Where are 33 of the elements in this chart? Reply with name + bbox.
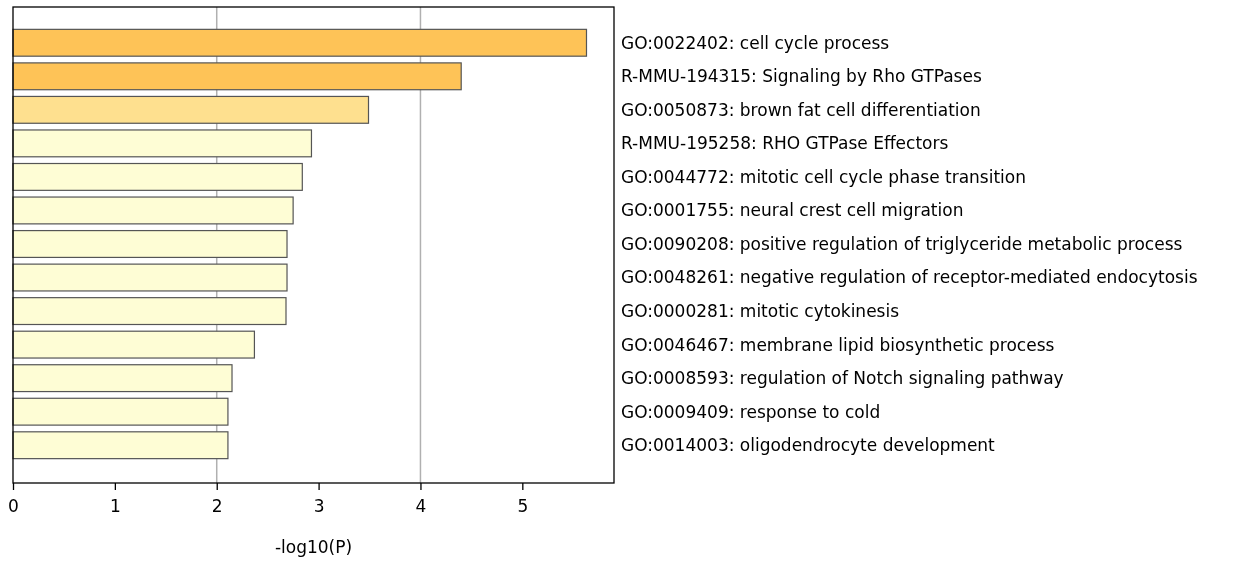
bar <box>12 196 294 225</box>
y-tick-label: GO:0044772: mitotic cell cycle phase transition <box>621 166 1027 187</box>
y-tick-label: GO:0009409: response to cold <box>621 401 881 422</box>
bar <box>12 297 287 326</box>
x-axis-title: -log10(P) <box>274 537 353 557</box>
y-tick-label: GO:0022402: cell cycle process <box>621 32 890 53</box>
bar <box>12 364 233 393</box>
bar <box>12 330 256 359</box>
y-tick-label: R-MMU-194315: Signaling by Rho GTPases <box>621 66 982 87</box>
x-tick-label: 2 <box>211 495 223 516</box>
bar <box>12 397 229 426</box>
bar <box>12 95 370 124</box>
bar <box>12 431 229 460</box>
y-tick-label: GO:0046467: membrane lipid biosynthetic process <box>621 334 1055 355</box>
x-tick-label: 1 <box>109 495 121 516</box>
bar <box>12 229 288 259</box>
bar <box>12 62 462 91</box>
bar <box>12 129 313 158</box>
y-tick-label: GO:0014003: oligodendrocyte development <box>621 435 996 456</box>
y-tick-label: GO:0000281: mitotic cytokinesis <box>621 301 900 322</box>
y-tick-label: R-MMU-195258: RHO GTPase Effectors <box>621 133 949 154</box>
x-tick-label: 0 <box>8 495 19 516</box>
x-tick-label: 3 <box>313 495 325 516</box>
y-tick-label: GO:0008593: regulation of Notch signaling pathway <box>621 368 1064 389</box>
bar <box>12 28 588 57</box>
x-tick-label: 5 <box>517 495 529 516</box>
y-tick-label: GO:0050873: brown fat cell differentiation <box>621 99 981 120</box>
y-tick-label: GO:0048261: negative regulation of receptor-mediated endocytosis <box>621 267 1198 288</box>
x-tick-label: 4 <box>415 495 427 516</box>
bar <box>12 162 303 191</box>
bar <box>12 263 288 292</box>
y-tick-label: GO:0090208: positive regulation of triglyceride metabolic process <box>621 233 1183 254</box>
y-tick-label: GO:0001755: neural crest cell migration <box>621 200 964 221</box>
